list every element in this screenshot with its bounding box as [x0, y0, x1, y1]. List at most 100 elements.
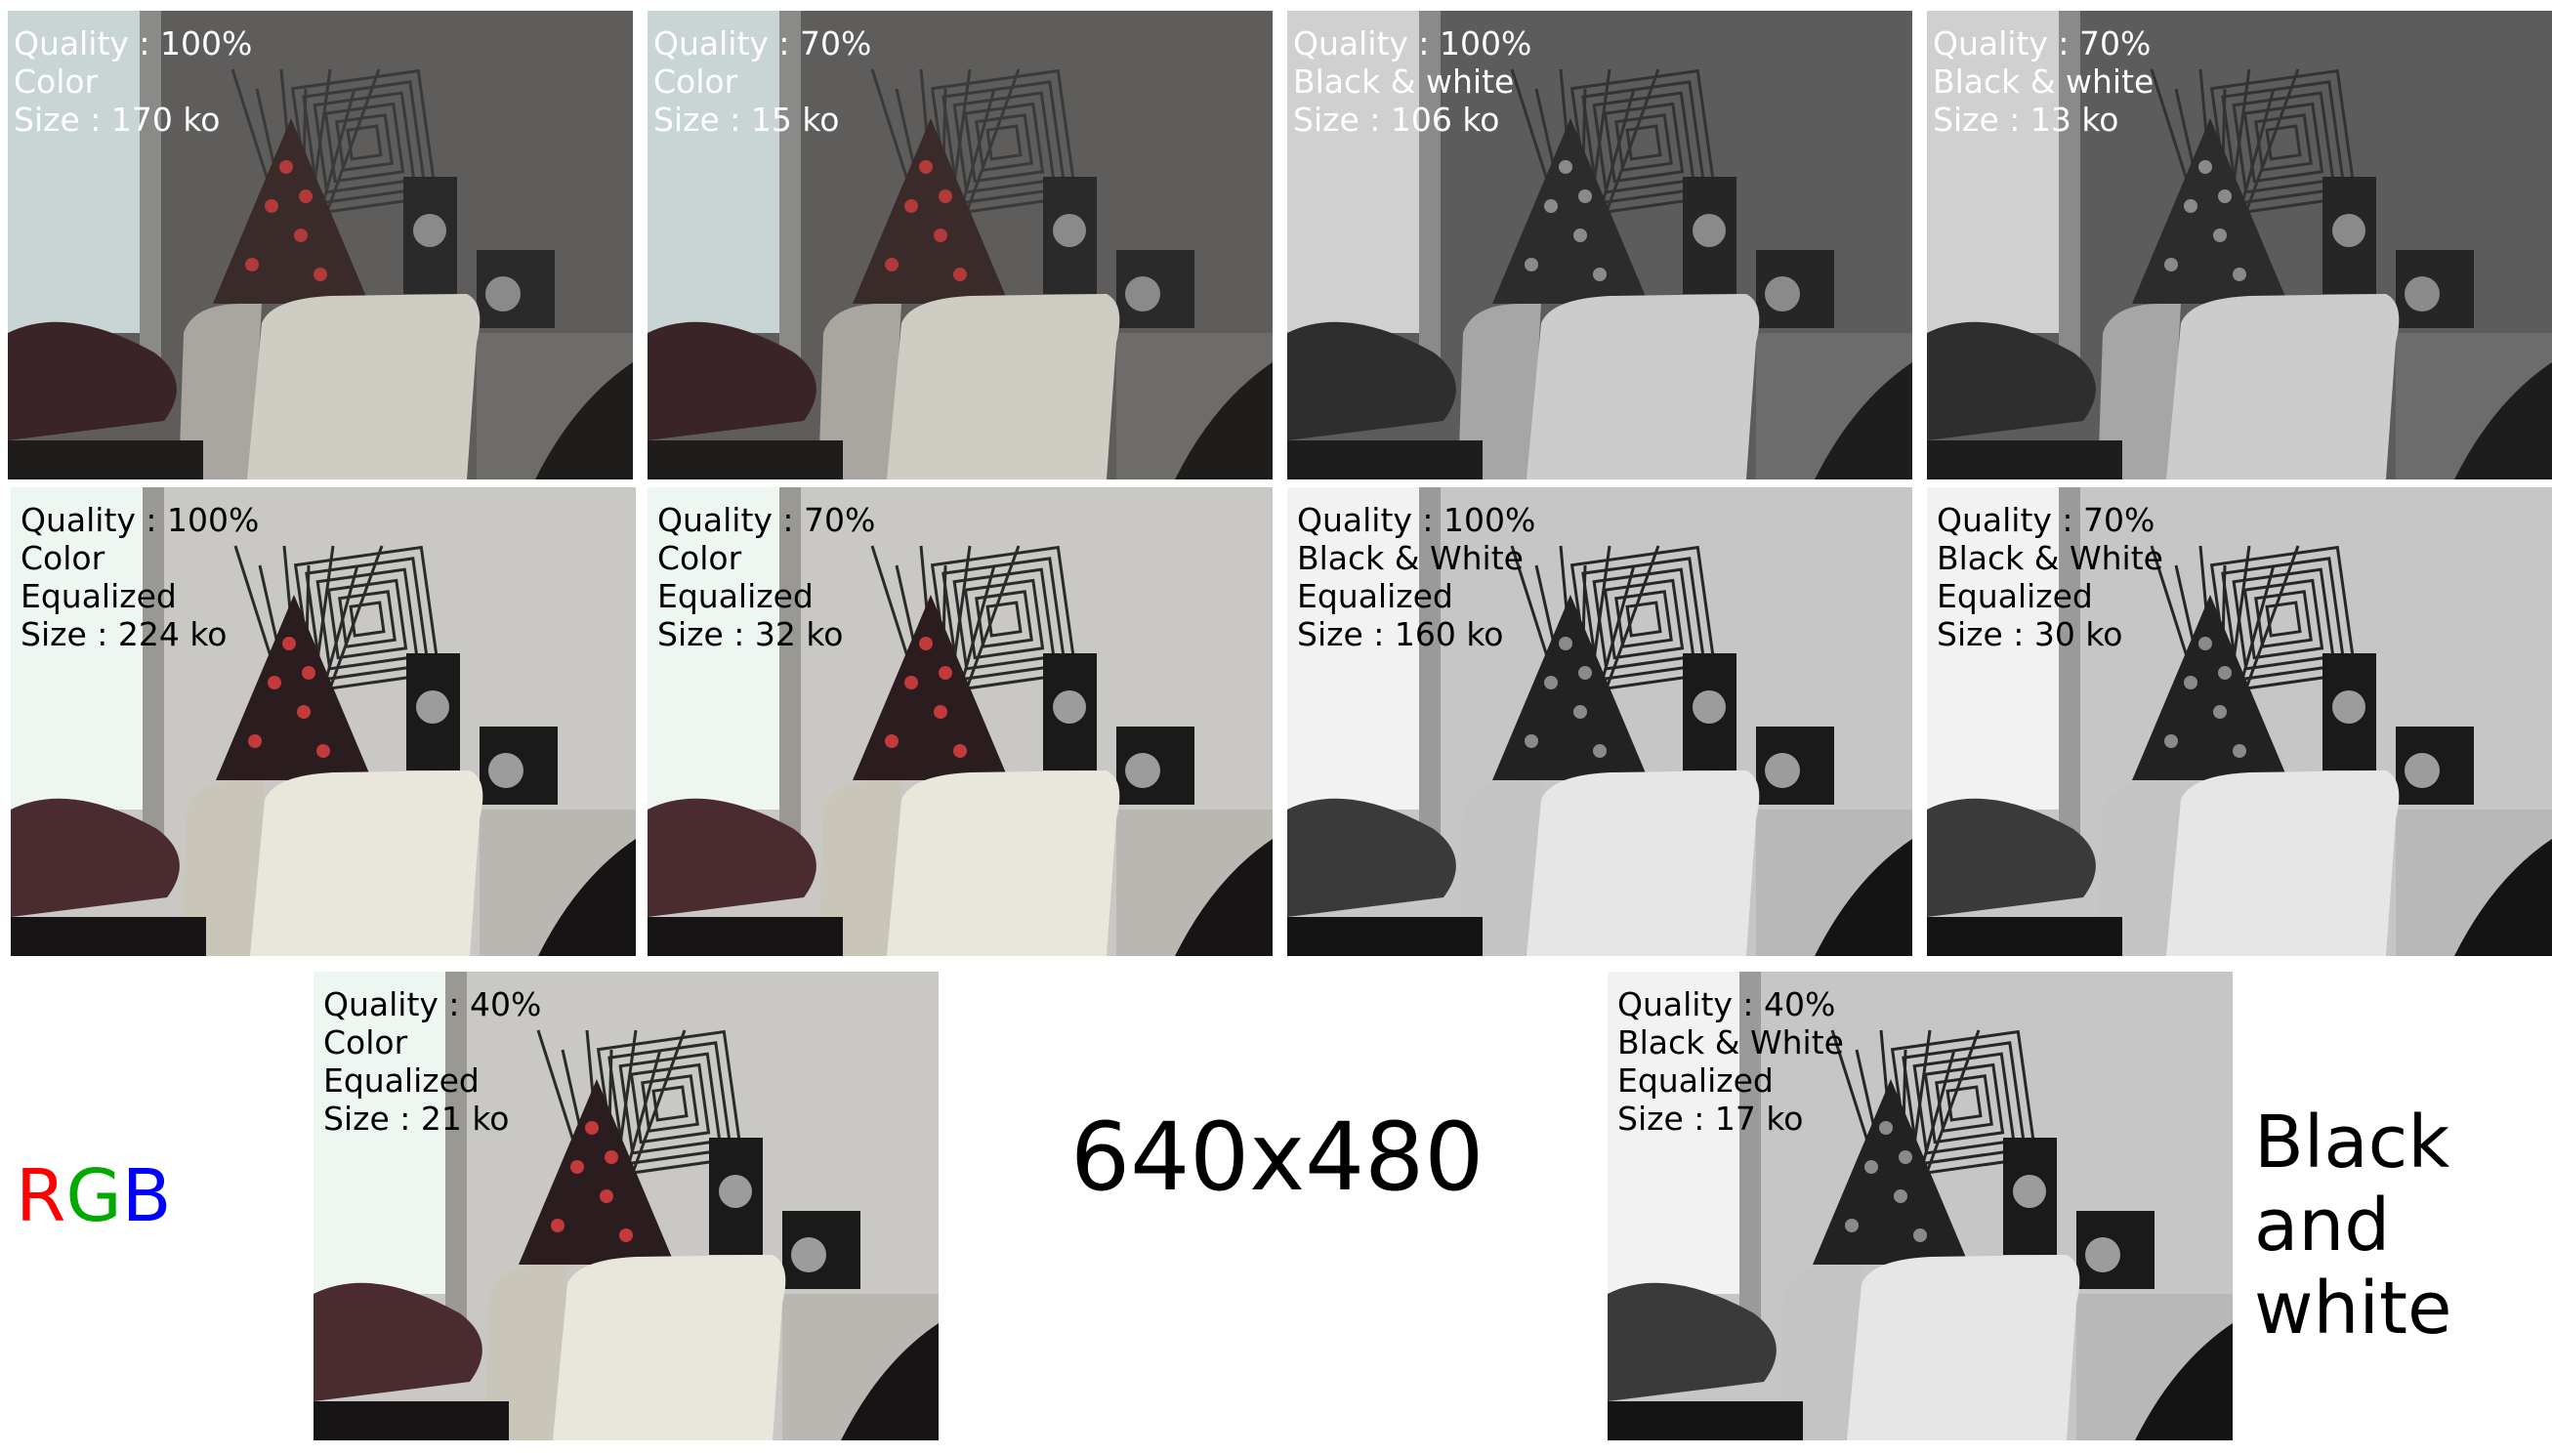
caption-size: Size : 32 ko — [657, 615, 844, 653]
photo-quality-100-bw: Quality : 100% Black & white Size : 106 … — [1287, 11, 1912, 479]
chair-left — [182, 780, 265, 956]
photo-caption: Quality : 100% Color Equalized Size : 22… — [21, 501, 259, 653]
ornament — [919, 160, 933, 174]
ornament — [1899, 1150, 1912, 1164]
caption-mode: Black & white — [1293, 62, 1515, 101]
room-photo — [314, 972, 939, 1440]
caption-quality: Quality : 70% — [1937, 501, 2155, 539]
ornament — [1879, 1121, 1893, 1135]
room-photo — [1287, 487, 1912, 956]
ornament — [2218, 189, 2232, 203]
christmas-tree — [853, 118, 1009, 304]
bw-label-line: Black — [2254, 1101, 2450, 1185]
caption-size: Size : 13 ko — [1933, 101, 2119, 139]
ornament — [600, 1189, 613, 1203]
wall-art-square — [1945, 1085, 1983, 1122]
wall-art-square — [1923, 1062, 2005, 1144]
wall-art-square — [952, 91, 1056, 194]
ornament — [939, 189, 952, 203]
caption-size: Size : 224 ko — [21, 615, 228, 653]
caption-mode: Color — [657, 539, 742, 577]
ornament — [934, 705, 947, 719]
ornament — [885, 258, 899, 271]
chair-left — [2098, 304, 2181, 479]
pillow — [314, 1282, 482, 1401]
christmas-tree — [216, 595, 372, 780]
floor-shadow — [8, 440, 203, 479]
photo-quality-70-color-equalized: Quality : 70% Color Equalized Size : 32 … — [648, 487, 1273, 956]
ornament — [919, 637, 933, 650]
caption-quality: Quality : 40% — [1617, 985, 1836, 1023]
dark-corner — [1175, 839, 1273, 956]
pillow — [648, 321, 816, 440]
photo-caption: Quality : 70% Color Equalized Size : 32 … — [657, 501, 875, 653]
pillow — [8, 321, 177, 440]
christmas-tree — [1492, 595, 1649, 780]
dark-corner — [538, 839, 636, 956]
christmas-tree — [519, 1079, 675, 1265]
christmas-tree — [2132, 118, 2288, 304]
floor-shadow — [11, 917, 206, 956]
wall-art-square — [2242, 102, 2324, 184]
wall-art-square — [323, 102, 405, 184]
dark-corner — [1815, 362, 1912, 479]
window-frame — [2059, 11, 2080, 362]
wall-art-square — [618, 1052, 722, 1155]
ornament — [2184, 199, 2197, 213]
ornament — [299, 189, 313, 203]
ornament — [294, 229, 308, 242]
caption-mode: Color — [14, 62, 99, 101]
ornament — [1578, 666, 1592, 680]
speaker-cone — [1765, 753, 1800, 788]
chair-left — [1458, 780, 1541, 956]
chair-left — [818, 304, 901, 479]
caption-processing: Equalized — [1297, 577, 1453, 615]
photo-quality-40-bw-equalized: Quality : 40% Black & White Equalized Si… — [1608, 972, 2233, 1440]
bw-label-line: white — [2254, 1267, 2452, 1351]
pillow — [11, 798, 180, 917]
caption-processing: Equalized — [21, 577, 177, 615]
window-frame — [143, 487, 164, 839]
pillow — [648, 798, 816, 917]
room-photo — [11, 487, 636, 956]
floor-shadow — [1927, 917, 2122, 956]
wall-art-square — [2232, 91, 2335, 194]
chair-right — [250, 770, 483, 956]
wall-art-square — [1592, 567, 1695, 671]
wall-art-square — [985, 601, 1023, 638]
caption-size: Size : 106 ko — [1293, 101, 1500, 139]
ornament — [1864, 1160, 1878, 1174]
chair-right — [553, 1255, 786, 1440]
dark-corner — [535, 362, 633, 479]
chair-left — [1458, 304, 1541, 479]
window — [1287, 11, 1419, 333]
black-and-white-label: Black and white — [2254, 1102, 2452, 1351]
window-frame — [2059, 487, 2080, 839]
pillow — [1287, 798, 1456, 917]
ornament — [1578, 189, 1592, 203]
speaker-cone — [488, 753, 523, 788]
caption-size: Size : 170 ko — [14, 101, 221, 139]
rgb-label: RGB — [16, 1152, 172, 1240]
pillow — [1608, 1282, 1777, 1401]
photo-quality-70-bw: Quality : 70% Black & white Size : 13 ko — [1927, 11, 2552, 479]
caption-mode: Black & White — [1297, 539, 1524, 577]
dark-corner — [2135, 1323, 2233, 1440]
wall-art-square — [2265, 124, 2302, 161]
caption-quality: Quality : 100% — [1293, 24, 1532, 62]
speaker-cone — [1693, 690, 1726, 724]
ornament — [1913, 1228, 1927, 1242]
chair-left — [1778, 1265, 1862, 1440]
chair-right — [2166, 294, 2400, 479]
speaker-cone — [2405, 753, 2440, 788]
photo-quality-100-color: Quality : 100% Color Size : 170 ko — [8, 11, 633, 479]
room-photo — [1608, 972, 2233, 1440]
ornament — [1559, 160, 1572, 174]
floor-shadow — [1287, 917, 1483, 956]
ornament — [2233, 744, 2246, 758]
ornament — [1525, 258, 1538, 271]
dark-corner — [1175, 362, 1273, 479]
dark-corner — [1815, 839, 1912, 956]
photo-quality-70-bw-equalized: Quality : 70% Black & White Equalized Si… — [1927, 487, 2552, 956]
room-photo — [8, 11, 633, 479]
